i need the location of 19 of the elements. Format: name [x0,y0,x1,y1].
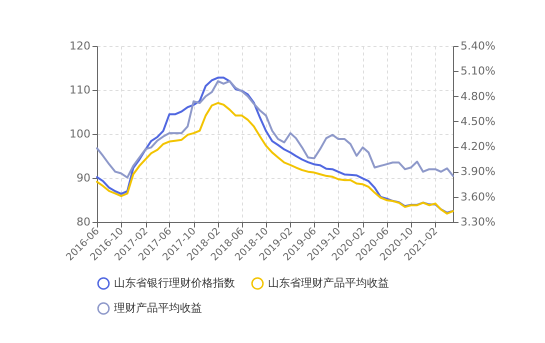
y2-tick-label: 3.60% [460,190,496,204]
line-series [96,102,454,215]
y2-tick-label: 3.90% [460,165,496,178]
y2-tick-label: 3.30% [460,216,496,228]
y2-tick-label: 4.50% [460,114,496,128]
legend-label: 理财产品平均收益 [114,302,202,314]
y-tick-label: 90 [76,172,90,184]
y2-tick-label: 4.80% [460,90,496,103]
y-tick-label: 100 [70,128,90,140]
line-series [96,80,454,179]
y2-tick-label: 5.10% [460,64,496,78]
line-series [96,76,454,214]
legend-label: 山东省理财产品平均收益 [268,276,389,290]
legend-label: 山东省银行理财价格指数 [114,276,235,290]
y2-tick-label: 4.20% [460,140,496,154]
y-tick-label: 80 [76,216,90,228]
y-tick-label: 110 [70,84,90,96]
y2-tick-label: 5.40% [460,40,496,52]
y-tick-label: 120 [70,40,90,52]
